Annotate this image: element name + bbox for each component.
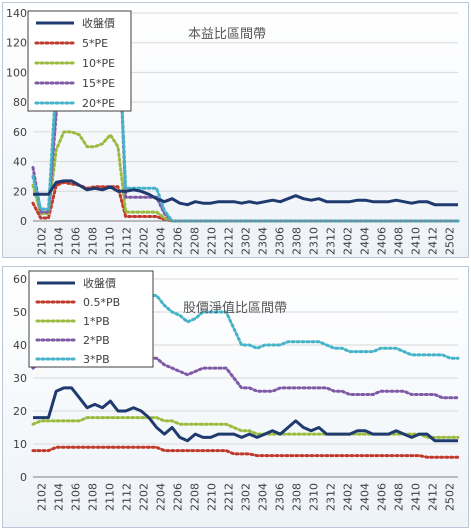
x-tick-label: 2206	[172, 227, 185, 255]
y-tick-label: 30	[13, 372, 27, 385]
x-tick-label: 2312	[325, 227, 338, 255]
legend-label: 5*PE	[82, 37, 108, 50]
legend-box	[28, 270, 154, 368]
y-tick-label: 0	[20, 215, 27, 228]
x-tick-label: 2108	[87, 483, 100, 511]
legend-label: 1*PB	[83, 315, 110, 328]
x-tick-label: 2402	[342, 227, 355, 255]
x-tick-label: 2310	[308, 227, 321, 255]
x-tick-label: 2112	[121, 483, 134, 511]
x-tick-label: 2312	[325, 483, 338, 511]
x-tick-label: 2410	[410, 483, 423, 511]
series-line-2	[31, 130, 460, 223]
x-tick-label: 2210	[206, 227, 219, 255]
legend-label: 收盤價	[82, 16, 115, 30]
x-tick-label: 2502	[444, 483, 457, 511]
x-tick-label: 2102	[36, 227, 49, 255]
y-tick-label: 100	[6, 66, 27, 79]
y-tick-label: 10	[13, 438, 27, 451]
y-tick-label: 80	[13, 96, 27, 109]
x-tick-label: 2102	[36, 483, 49, 511]
x-tick-label: 2206	[172, 483, 185, 511]
x-tick-label: 2304	[257, 227, 270, 255]
y-tick-label: 20	[13, 405, 27, 418]
x-tick-label: 2310	[308, 483, 321, 511]
x-tick-label: 2104	[53, 483, 66, 511]
pb-band-chart-panel: 0 10 20 30 40 50 60 2102 2104 2106 2108 2110 2112 220…	[2, 266, 469, 528]
series-line-1	[31, 445, 460, 459]
x-tick-label: 2306	[274, 483, 287, 511]
y-tick-label: 120	[6, 37, 27, 50]
x-tick-label: 2104	[53, 227, 66, 255]
x-tick-label: 2304	[257, 483, 270, 511]
x-tick-label: 2308	[291, 227, 304, 255]
y-tick-label: 40	[13, 156, 27, 169]
legend-label: 收盤價	[83, 276, 116, 290]
x-tick-label: 2212	[223, 483, 236, 511]
y-tick-label: 40	[13, 339, 27, 352]
x-tick-label: 2106	[70, 227, 83, 255]
legend-label: 10*PE	[82, 57, 115, 70]
x-tick-label: 2406	[376, 483, 389, 511]
x-tick-label: 2204	[155, 227, 168, 255]
y-tick-label: 140	[6, 7, 27, 20]
legend-label: 15*PE	[82, 77, 115, 90]
x-tick-label: 2202	[138, 227, 151, 255]
x-tick-label: 2210	[206, 483, 219, 511]
x-tick-label: 2404	[359, 483, 372, 511]
x-tick-label: 2408	[393, 483, 406, 511]
x-tick-label: 2204	[155, 483, 168, 511]
y-tick-label: 60	[13, 273, 27, 286]
legend-label: 20*PE	[82, 97, 115, 110]
x-tick-label: 2302	[240, 483, 253, 511]
y-tick-label: 20	[13, 185, 27, 198]
x-tick-label: 2408	[393, 227, 406, 255]
x-tick-label: 2410	[410, 227, 423, 255]
x-tick-label: 2404	[359, 227, 372, 255]
legend-label: 2*PB	[83, 334, 110, 347]
series-line-0	[33, 386, 458, 443]
chart-title: 本益比區間帶	[188, 27, 266, 42]
x-tick-label: 2406	[376, 227, 389, 255]
x-tick-label: 2202	[138, 483, 151, 511]
legend-box	[27, 10, 132, 112]
x-tick-label: 2108	[87, 227, 100, 255]
x-tick-label: 2308	[291, 483, 304, 511]
y-tick-label: 0	[20, 471, 27, 484]
x-tick-label: 2212	[223, 227, 236, 255]
pb-band-chart: 0 10 20 30 40 50 60 2102 2104 2106 2108 2110 2112 220…	[13, 270, 460, 511]
x-tick-label: 2306	[274, 227, 287, 255]
pe-band-chart-panel: 0 20 40 60 80 100 120 140 2102 2104 2106 2108 2110 21…	[2, 2, 469, 258]
x-tick-label: 2208	[189, 483, 202, 511]
legend-label: 0.5*PB	[83, 296, 120, 309]
x-tick-label: 2402	[342, 483, 355, 511]
x-tick-label: 2110	[104, 483, 117, 511]
x-tick-label: 2502	[444, 227, 457, 255]
series-line-0	[33, 179, 458, 207]
y-tick-label: 50	[13, 306, 27, 319]
y-tick-label: 60	[13, 126, 27, 139]
x-tick-label: 2412	[427, 227, 440, 255]
x-tick-label: 2112	[121, 227, 134, 255]
x-tick-label: 2110	[104, 227, 117, 255]
pe-band-chart: 0 20 40 60 80 100 120 140 2102 2104 2106 2108 2110 21…	[6, 7, 460, 255]
chart-title: 股價淨值比區間帶	[183, 300, 287, 316]
x-tick-label: 2106	[70, 483, 83, 511]
legend-label: 3*PB	[83, 353, 110, 366]
x-tick-label: 2302	[240, 227, 253, 255]
x-tick-label: 2208	[189, 227, 202, 255]
x-tick-label: 2412	[427, 483, 440, 511]
